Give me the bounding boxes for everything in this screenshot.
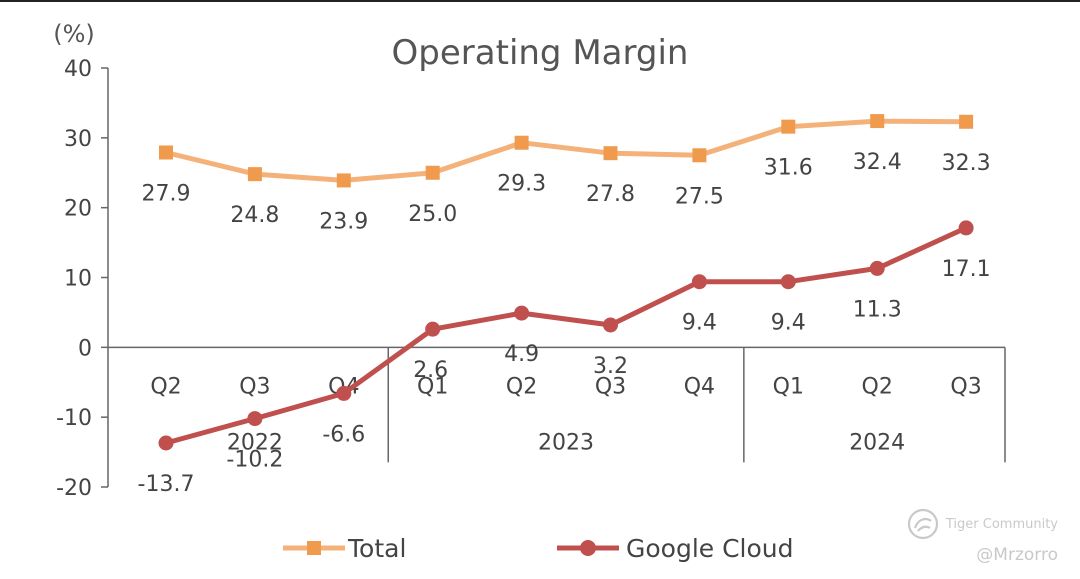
data-label: -6.6 [322,422,365,447]
data-point-total [692,148,707,163]
x-tick-label: Q2 [862,374,893,399]
year-group-label: 2023 [538,430,594,455]
y-tick-label: 30 [64,127,92,152]
y-tick-label: 20 [64,197,92,222]
year-group-label: 2024 [849,430,905,455]
data-point-google-cloud [336,385,352,401]
top-border [0,0,1080,2]
data-label: 27.8 [586,182,635,207]
data-point-google-cloud [425,321,441,337]
watermark-brand: Tiger Community [945,516,1058,532]
y-tick-label: 10 [64,267,92,292]
data-point-total [159,145,173,160]
watermark-handle: @Mrzorro [976,545,1058,565]
data-label: 27.5 [675,184,724,209]
tiger-logo-icon [907,508,938,540]
series-line-1 [163,225,969,446]
data-label: -13.7 [138,472,195,497]
y-tick-label: 40 [64,57,92,82]
series-layer: 27.9 24.8 23.9 25.0 29.3 27.8 27.5 31.6 32.4 32.3… [138,114,991,497]
x-tick-label: Q3 [950,374,981,399]
x-tick-label: Q1 [417,374,448,399]
data-label: 2.6 [413,358,448,383]
data-point-google-cloud [247,411,263,427]
data-label: 23.9 [319,209,368,234]
data-label: 24.8 [230,203,279,228]
data-label: 17.1 [942,257,991,282]
y-tick-label: 0 [78,336,92,361]
data-point-google-cloud [514,305,530,321]
chart-title: Operating Margin [392,33,689,73]
data-label: 11.3 [853,297,902,322]
data-point-total [781,119,796,134]
data-point-google-cloud [780,274,796,290]
y-tick-label: -20 [56,476,92,501]
data-label: 9.4 [771,311,806,336]
data-point-google-cloud [158,435,174,451]
x-tick-label: Q3 [239,374,270,399]
data-point-google-cloud [958,220,974,236]
data-point-google-cloud [603,317,618,333]
data-label: 32.3 [942,151,991,176]
x-tick-label: Q2 [150,374,181,399]
legend-swatch-marker [580,540,596,556]
data-point-google-cloud [869,260,885,276]
data-point-total [603,146,618,161]
watermark: Tiger Community @Mrzorro [906,507,1058,565]
data-point-total [870,114,885,129]
data-label: 9.4 [682,311,717,336]
data-point-total [425,165,440,180]
y-axis-unit: (%) [53,20,95,48]
data-label: 25.0 [408,202,457,227]
x-tick-label: Q3 [595,374,626,399]
data-point-total [514,135,529,150]
series-line-0 [163,118,969,183]
data-label: 31.6 [764,156,813,181]
x-tick-label: Q4 [684,374,715,399]
data-label: 27.9 [142,181,191,206]
data-label: 4.9 [504,342,539,367]
x-tick-label: Q2 [506,374,537,399]
y-tick-label: -10 [56,406,92,431]
data-label: -10.2 [226,448,283,473]
legend-swatch-marker [307,541,321,555]
data-point-total [959,114,974,129]
legend: Total Google Cloud [283,534,794,563]
axes: 403020100-10-20Q2Q3Q4Q1Q2Q3Q4Q1Q2Q320222… [56,57,1006,501]
data-label: 32.4 [853,150,902,175]
x-tick-label: Q1 [773,374,804,399]
data-point-google-cloud [691,274,707,290]
data-point-total [336,173,351,188]
data-point-total [247,167,262,182]
legend-label: Google Cloud [626,534,794,563]
data-label: 29.3 [497,172,546,197]
data-label: 3.2 [593,354,628,379]
legend-label: Total [347,534,406,563]
year-group-label: 2022 [227,430,283,455]
